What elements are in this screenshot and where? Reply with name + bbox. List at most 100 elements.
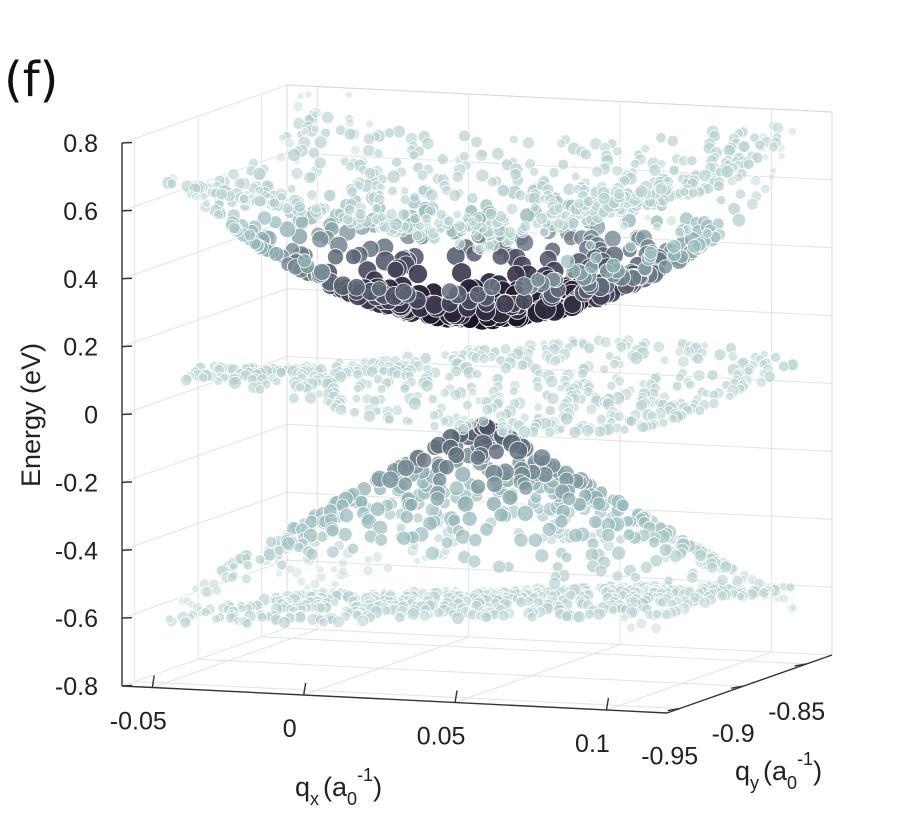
band-point (508, 134, 519, 145)
band-point (650, 622, 662, 634)
x-tick-label: 0.1 (575, 730, 610, 758)
band-point (440, 282, 459, 301)
band-point (338, 508, 354, 524)
band-point (253, 194, 267, 208)
band-point (674, 346, 685, 357)
band-point (334, 370, 348, 384)
band-point (448, 188, 462, 202)
z-tick-label: 0 (84, 402, 98, 430)
y-tick-label: -0.85 (768, 698, 825, 726)
z-tick-label: -0.2 (55, 469, 98, 497)
z-tick-label: 0.4 (63, 266, 98, 294)
band-point (438, 459, 455, 476)
band-point (777, 360, 790, 373)
band-point (755, 376, 768, 388)
band-point (200, 607, 211, 618)
band-point (197, 372, 209, 383)
x-tick-label: 0 (283, 715, 297, 743)
band-point (337, 558, 348, 569)
band-point (354, 494, 369, 509)
band-point (559, 411, 574, 426)
band-point (343, 127, 357, 141)
band-point (630, 158, 641, 169)
band-point (373, 148, 384, 159)
band-point (625, 606, 639, 619)
band-point (472, 231, 483, 242)
band-point (583, 386, 595, 398)
band-point (478, 353, 490, 364)
band-point (548, 167, 560, 179)
band-point (277, 133, 287, 142)
band-point (526, 611, 538, 623)
band-point (577, 368, 589, 380)
band-point (275, 366, 287, 378)
band-point (479, 522, 494, 537)
band-point (345, 248, 362, 266)
band-point (745, 197, 759, 211)
band-point (472, 369, 483, 380)
band-point (447, 446, 466, 464)
band-point (481, 403, 494, 416)
band-point (554, 514, 569, 529)
band-point (227, 168, 240, 181)
band-point (509, 168, 522, 181)
band-point (497, 426, 509, 438)
band-point (614, 375, 626, 387)
band-point (742, 158, 755, 171)
grid-line-z (121, 627, 288, 687)
band-point (686, 155, 698, 167)
band-point (241, 573, 252, 585)
band-point (435, 208, 447, 220)
band-point (191, 601, 203, 613)
band-point (643, 245, 658, 260)
band-point (733, 172, 744, 183)
band-point (326, 248, 344, 266)
band-point (466, 192, 479, 205)
band-point (215, 187, 229, 201)
band-point (738, 140, 751, 153)
band-point (628, 595, 639, 606)
band-point (581, 423, 595, 437)
band-point (407, 263, 428, 284)
band-point (549, 355, 562, 367)
grid-line-y (134, 681, 680, 710)
band-point (692, 369, 706, 382)
band-point (409, 191, 420, 203)
band-point (544, 426, 556, 438)
band-point (619, 424, 630, 435)
band-point (421, 136, 435, 150)
band-point (496, 183, 510, 197)
band-point (475, 168, 490, 183)
band-point (561, 491, 577, 507)
band-point (440, 536, 454, 549)
band-point (477, 415, 490, 427)
x-tick-label: 0.05 (417, 723, 466, 751)
band-point (568, 527, 584, 543)
z-tick-label: 0.8 (63, 130, 98, 158)
band-point (788, 603, 797, 612)
band-point (397, 476, 413, 492)
band-point (337, 527, 353, 542)
grid-line-z (121, 491, 288, 551)
band-point (532, 381, 544, 393)
band-point (770, 351, 782, 363)
band-point (304, 90, 313, 99)
band-point (544, 404, 556, 416)
band-point (351, 393, 362, 404)
band-point (715, 195, 727, 206)
band-point (611, 570, 624, 582)
band-point (659, 355, 670, 366)
band-point (545, 374, 559, 389)
band-point (164, 614, 175, 624)
band-point (374, 533, 388, 547)
band-point (384, 127, 396, 139)
band-point (673, 226, 686, 239)
band-point (352, 383, 363, 394)
band-point (386, 169, 401, 184)
band-point (451, 171, 464, 183)
band-point (405, 417, 415, 426)
z-tick-label: -0.4 (55, 537, 98, 565)
band-point (313, 135, 328, 150)
z-tick-mark (121, 684, 133, 687)
band-point (456, 423, 469, 436)
